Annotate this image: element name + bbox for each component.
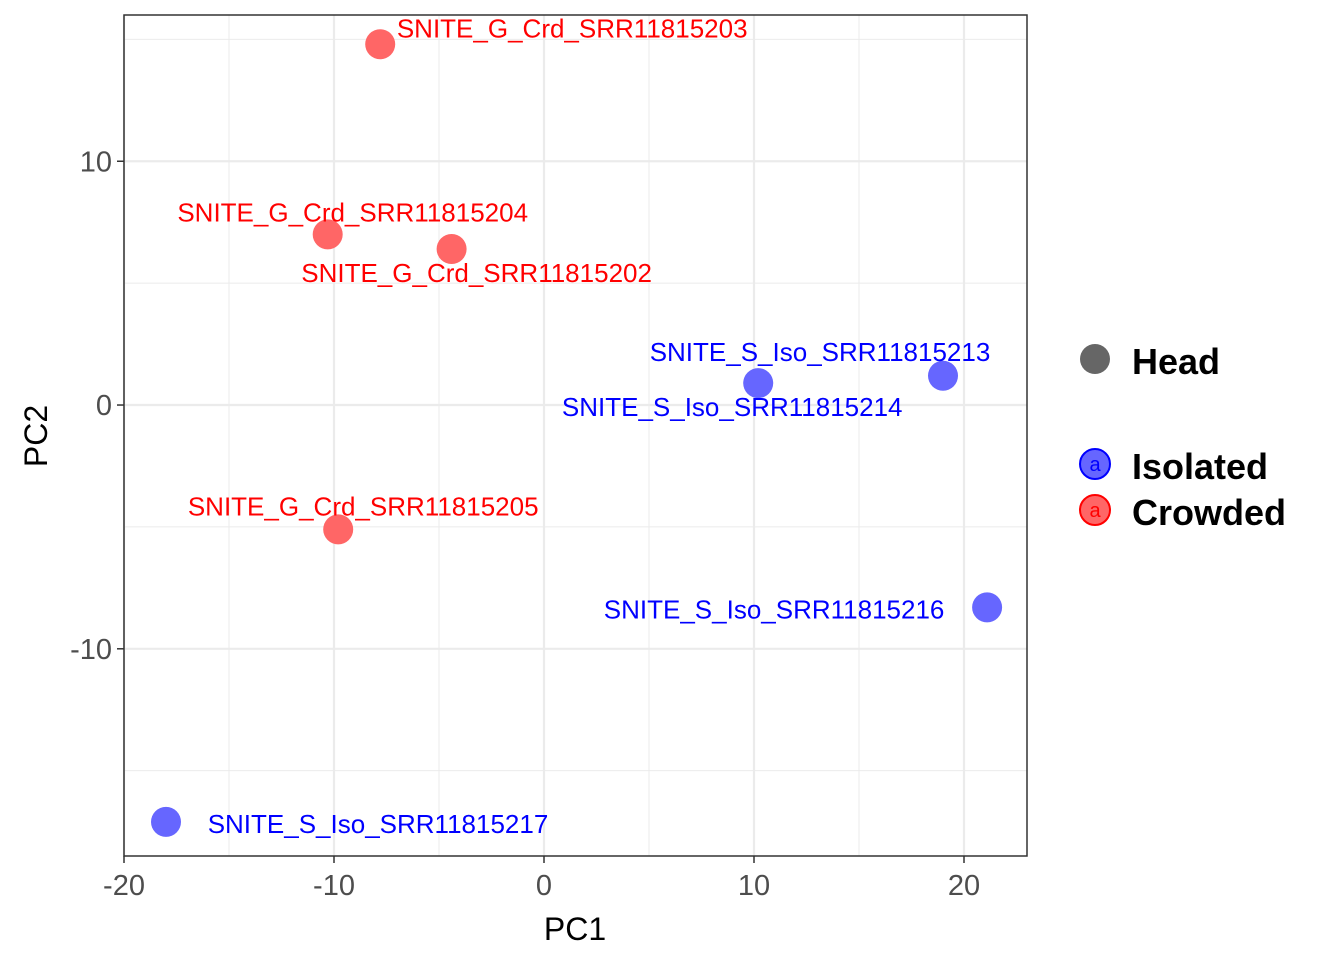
legend: Head a Isolated a Crowded (1079, 341, 1286, 533)
point-label: SNITE_S_Iso_SRR11815217 (208, 809, 549, 839)
legend-isolated-key-glyph: a (1089, 454, 1101, 476)
data-point (323, 514, 354, 545)
y-axis-title: PC2 (18, 405, 54, 467)
point-label: SNITE_G_Crd_SRR11815204 (177, 197, 528, 227)
axes: -20 -10 0 10 20 -10 0 10 (70, 146, 980, 902)
legend-head-label: Head (1132, 341, 1220, 382)
y-tick-label: 10 (80, 146, 112, 178)
data-point (743, 368, 774, 399)
y-tick-label: -10 (70, 634, 112, 666)
legend-head-key (1080, 344, 1110, 374)
point-labels: SNITE_G_Crd_SRR11815203 SNITE_G_Crd_SRR11… (177, 13, 990, 839)
legend-crowded-key (1079, 494, 1111, 526)
legend-isolated-key (1079, 448, 1111, 480)
data-point (151, 806, 181, 837)
data-point (928, 360, 958, 391)
plot-panel-border (123, 14, 1028, 857)
x-tick-label: 0 (536, 870, 552, 902)
y-tick-label: 0 (96, 390, 112, 422)
legend-shape-section: Head (1080, 341, 1220, 382)
x-axis-title: PC1 (544, 911, 606, 947)
point-label: SNITE_S_Iso_SRR11815213 (650, 337, 991, 367)
point-label: SNITE_S_Iso_SRR11815214 (562, 392, 903, 422)
legend-crowded-key-glyph: a (1089, 500, 1101, 522)
x-tick-label: 20 (948, 870, 980, 902)
point-label: SNITE_G_Crd_SRR11815203 (397, 13, 748, 43)
data-points (151, 29, 1003, 837)
legend-crowded-label: Crowded (1132, 492, 1286, 533)
point-label: SNITE_G_Crd_SRR11815202 (301, 258, 652, 288)
data-point (312, 219, 343, 250)
legend-color-section: a Isolated a Crowded (1079, 446, 1286, 533)
x-tick-label: 10 (738, 870, 770, 902)
point-label: SNITE_G_Crd_SRR11815205 (188, 491, 539, 521)
point-label: SNITE_S_Iso_SRR11815216 (604, 594, 945, 624)
data-point (436, 234, 467, 265)
data-point (972, 592, 1003, 623)
x-tick-label: -10 (313, 870, 355, 902)
data-point (365, 29, 396, 60)
x-tick-label: -20 (103, 870, 145, 902)
legend-isolated-label: Isolated (1132, 446, 1268, 487)
